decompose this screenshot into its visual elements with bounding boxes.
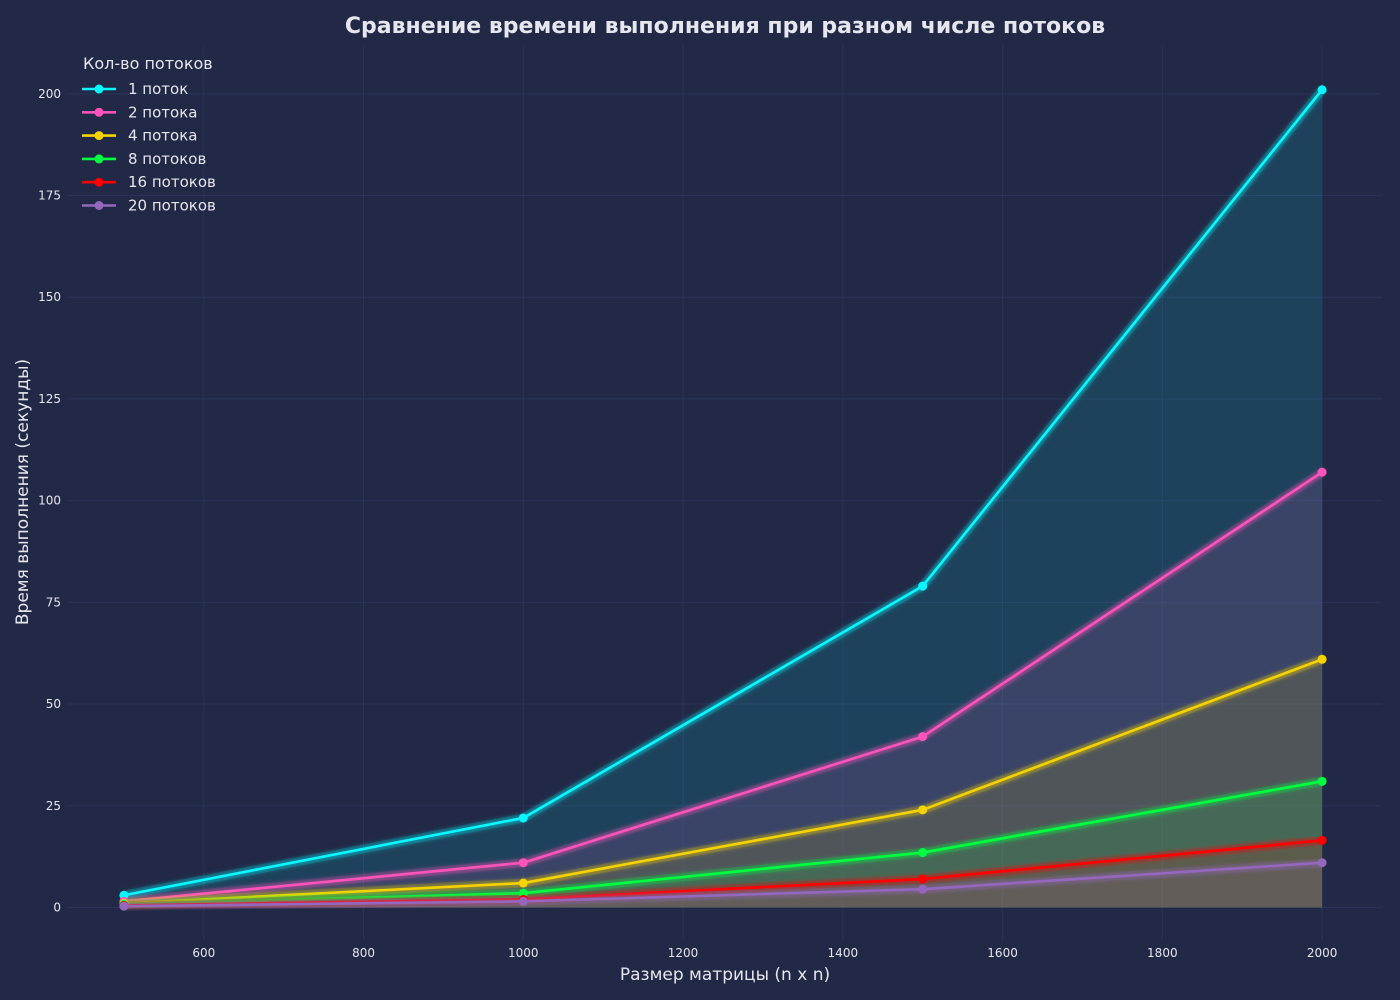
- data-point: [119, 901, 129, 911]
- legend-swatch-marker: [94, 131, 104, 141]
- y-tick-label: 25: [46, 799, 61, 813]
- data-point: [1317, 467, 1327, 477]
- data-point: [918, 848, 928, 858]
- data-point: [918, 581, 928, 591]
- data-point: [518, 878, 528, 888]
- legend-item: 4 потока: [82, 127, 197, 145]
- y-tick-label: 0: [53, 900, 61, 914]
- x-tick-label: 600: [192, 946, 215, 960]
- y-tick-label: 125: [38, 392, 61, 406]
- series-area: [123, 472, 1323, 908]
- axis-ticks: 0 25 50 75 100 125 150 175 200 600 800 1000 1200 1400…: [38, 87, 1337, 960]
- series-areas: [123, 89, 1323, 908]
- data-point: [518, 896, 528, 906]
- grid: [68, 45, 1382, 940]
- legend-label: 4 потока: [128, 127, 197, 145]
- legend-label: 2 потока: [128, 103, 197, 121]
- y-tick-label: 50: [46, 697, 61, 711]
- x-tick-label: 1600: [987, 946, 1018, 960]
- legend-label: 1 поток: [128, 80, 188, 98]
- y-tick-label: 100: [38, 494, 61, 508]
- legend-item: 1 поток: [82, 80, 188, 98]
- legend-label: 8 потоков: [128, 150, 206, 168]
- data-point: [1317, 654, 1327, 664]
- legend-swatch-marker: [94, 154, 104, 164]
- series-line: [123, 88, 1324, 897]
- data-point: [918, 805, 928, 815]
- legend: Кол-во потоков 1 поток 2 потока 4 потока 8 …: [82, 54, 216, 215]
- legend-swatch-marker: [94, 201, 104, 210]
- legend-swatch-marker: [94, 84, 104, 94]
- series-line: [123, 658, 1323, 905]
- data-point: [1317, 85, 1327, 95]
- x-tick-label: 1800: [1147, 946, 1178, 960]
- chart-title: Сравнение времени выполнения при разном …: [345, 14, 1105, 39]
- y-tick-label: 75: [46, 595, 61, 609]
- y-tick-label: 200: [38, 87, 61, 101]
- series-area: [123, 781, 1323, 908]
- series-line: [123, 471, 1323, 903]
- x-axis-label: Размер матрицы (n x n): [620, 965, 830, 985]
- legend-title: Кол-во потоков: [83, 54, 213, 73]
- series-points: [119, 85, 1327, 911]
- data-point: [1317, 858, 1327, 868]
- data-point: [1317, 776, 1327, 786]
- data-point: [918, 874, 928, 884]
- data-point: [518, 858, 528, 868]
- legend-item: 2 потока: [82, 103, 197, 121]
- series-line: [123, 839, 1323, 907]
- y-tick-label: 150: [38, 290, 61, 304]
- data-point: [518, 813, 528, 823]
- series-lines: [123, 86, 1326, 911]
- y-axis-label: Время выполнения (секунды): [13, 359, 33, 625]
- series-area: [123, 840, 1323, 908]
- x-tick-label: 1000: [508, 946, 539, 960]
- legend-swatch-marker: [94, 107, 104, 117]
- legend-label: 16 потоков: [128, 173, 216, 191]
- series-area: [123, 862, 1323, 908]
- legend-label: 20 потоков: [128, 197, 216, 215]
- series-line: [123, 780, 1323, 906]
- x-tick-label: 800: [352, 946, 375, 960]
- legend-item: 16 потоков: [82, 173, 216, 191]
- series-area: [123, 89, 1323, 908]
- data-point: [1317, 835, 1327, 845]
- series-area: [123, 659, 1323, 908]
- x-tick-label: 1200: [668, 946, 699, 960]
- series-line: [123, 861, 1323, 908]
- legend-item: 8 потоков: [82, 150, 206, 168]
- data-point: [918, 884, 928, 894]
- legend-swatch-marker: [94, 177, 104, 187]
- legend-item: 20 потоков: [82, 197, 216, 215]
- data-point: [918, 732, 928, 742]
- y-tick-label: 175: [38, 189, 61, 203]
- x-tick-label: 1400: [828, 946, 859, 960]
- x-tick-label: 2000: [1307, 946, 1338, 960]
